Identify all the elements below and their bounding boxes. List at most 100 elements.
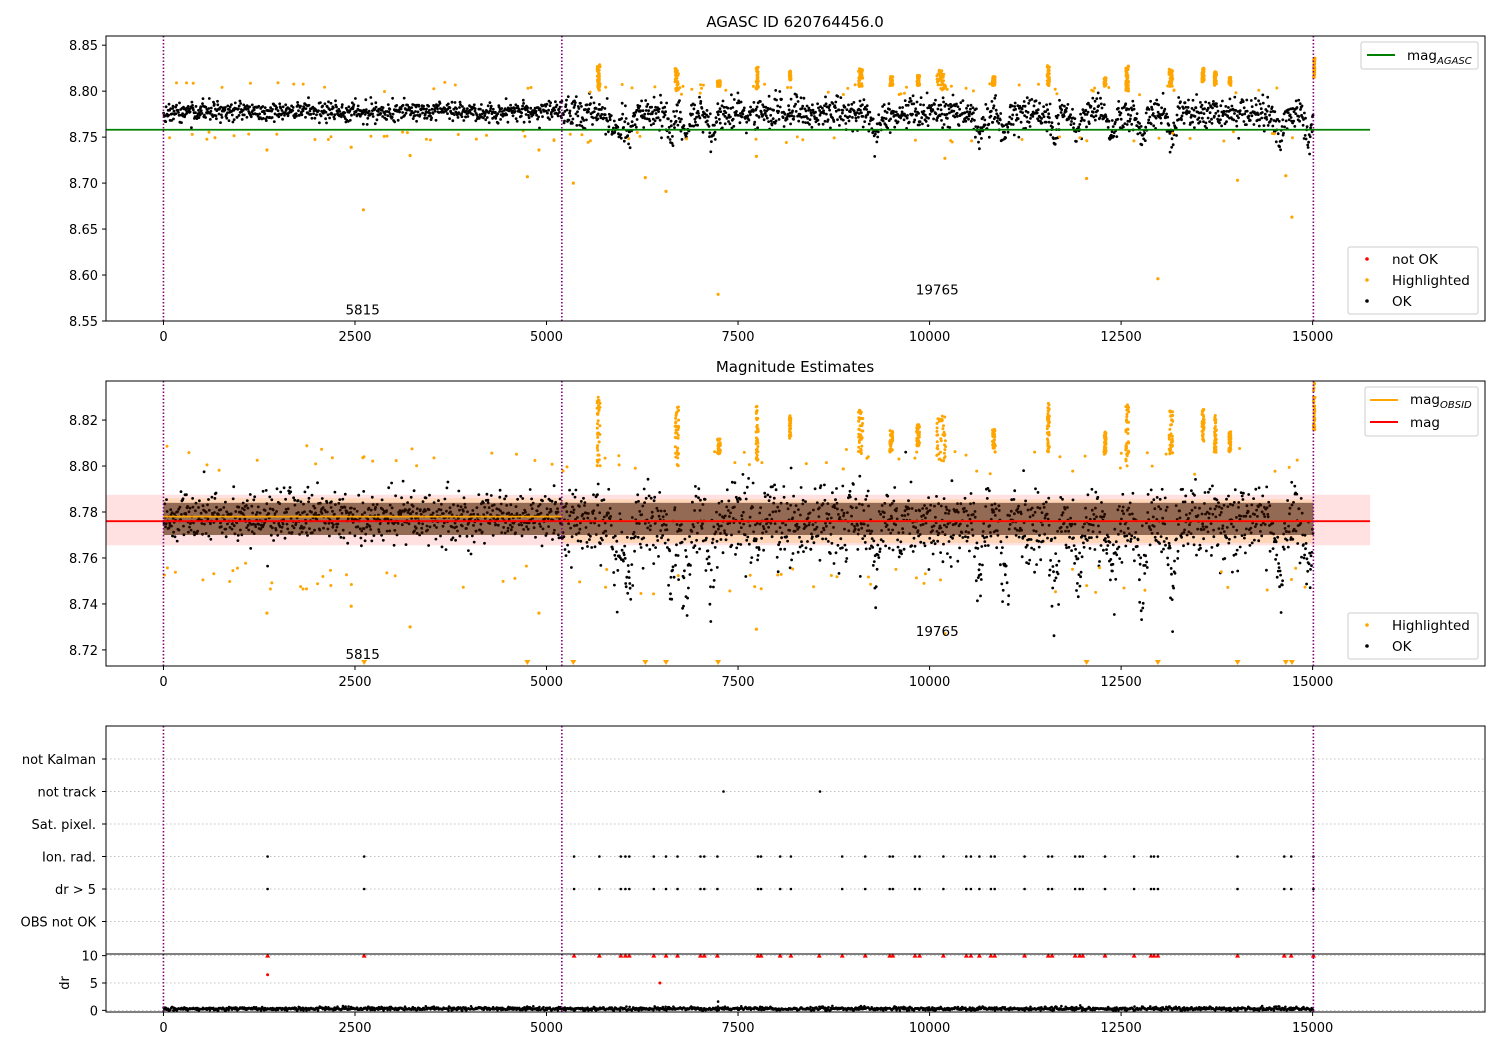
highlighted-point	[1229, 78, 1232, 82]
ok-point	[816, 102, 819, 106]
ok-point	[1131, 99, 1135, 103]
ok-point	[425, 116, 429, 120]
ok-point	[926, 124, 930, 127]
ok-point	[1074, 130, 1078, 134]
ok-point	[907, 499, 910, 503]
ok-point	[555, 103, 559, 107]
ok-point	[1180, 118, 1183, 122]
ok-point	[422, 107, 426, 111]
ok-point	[1307, 133, 1311, 137]
ok-point	[668, 131, 671, 135]
ok-point	[663, 113, 667, 117]
ok-point	[568, 488, 571, 492]
ok-point	[1195, 93, 1198, 96]
ok-point	[261, 105, 265, 108]
ok-point	[893, 486, 897, 489]
highlighted-point	[1126, 68, 1130, 72]
ok-point	[381, 115, 384, 118]
ok-point	[1250, 114, 1254, 118]
ok-point	[543, 495, 547, 498]
ok-point	[906, 114, 909, 117]
ok-point	[579, 539, 583, 543]
ok-point	[782, 125, 786, 128]
ok-point	[233, 101, 237, 105]
ok-point	[307, 500, 310, 504]
ok-point	[310, 116, 314, 120]
ok-point	[249, 115, 253, 119]
ok-point	[879, 123, 882, 127]
ok-point	[671, 144, 675, 148]
ok-point	[915, 100, 919, 104]
ok-point	[483, 112, 487, 115]
ok-point	[568, 111, 571, 115]
ok-point	[798, 112, 802, 116]
ok-point	[701, 130, 705, 134]
ok-point	[913, 110, 917, 113]
ok-point	[547, 108, 550, 112]
ok-point	[406, 103, 409, 107]
ok-point	[1216, 117, 1219, 121]
ok-point	[220, 113, 223, 117]
highlighted-point	[699, 83, 703, 87]
ok-point	[743, 491, 747, 495]
ok-point	[1011, 123, 1015, 126]
ok-point	[875, 567, 879, 571]
ok-point	[714, 116, 718, 120]
ok-point	[968, 549, 971, 553]
highlighted-point	[890, 78, 894, 82]
ok-point	[403, 114, 406, 117]
ok-point	[284, 103, 288, 107]
ok-point	[338, 498, 342, 501]
ok-point	[637, 500, 640, 503]
ok-point	[522, 102, 525, 105]
ok-point	[1233, 95, 1237, 99]
ok-point	[308, 109, 312, 113]
ok-point	[279, 106, 283, 110]
ok-point	[698, 95, 701, 99]
ok-point	[837, 108, 841, 112]
ok-point	[1306, 146, 1310, 149]
ok-point	[987, 122, 991, 126]
ok-point	[844, 560, 848, 563]
ok-point	[362, 490, 366, 493]
ok-point	[448, 106, 452, 110]
ok-point	[836, 118, 839, 121]
ok-point	[939, 108, 943, 112]
ok-point	[620, 101, 624, 105]
ok-point	[1167, 123, 1171, 127]
highlighted-point	[643, 176, 647, 180]
ok-point	[1095, 97, 1099, 100]
ok-point	[675, 109, 678, 113]
ok-point	[427, 544, 430, 547]
ok-point	[340, 105, 344, 109]
ok-point	[538, 126, 541, 130]
ok-point	[350, 101, 354, 105]
ok-point	[699, 100, 703, 103]
highlighted-point	[860, 74, 864, 78]
ok-point	[799, 486, 803, 489]
ok-point	[780, 97, 783, 101]
ok-point	[1066, 103, 1070, 106]
ok-point	[488, 101, 492, 104]
ok-point	[698, 116, 702, 120]
ok-point	[453, 113, 456, 116]
ok-point	[1130, 106, 1133, 110]
ok-point	[1168, 150, 1172, 154]
ok-point	[527, 114, 530, 117]
ok-point	[283, 113, 286, 117]
ok-point	[969, 119, 973, 123]
ok-point	[1138, 122, 1141, 125]
ok-point	[912, 120, 916, 124]
ok-point	[755, 546, 759, 549]
ok-point	[811, 103, 814, 107]
highlighted-point	[1235, 178, 1240, 182]
ok-point	[467, 549, 470, 552]
ok-point	[669, 119, 673, 123]
highlighted-point	[205, 137, 209, 141]
ok-point	[1034, 487, 1037, 491]
ok-point	[746, 114, 750, 118]
ok-point	[380, 108, 384, 112]
ok-point	[978, 147, 981, 151]
ok-point	[1099, 96, 1102, 100]
ok-point	[994, 94, 997, 97]
